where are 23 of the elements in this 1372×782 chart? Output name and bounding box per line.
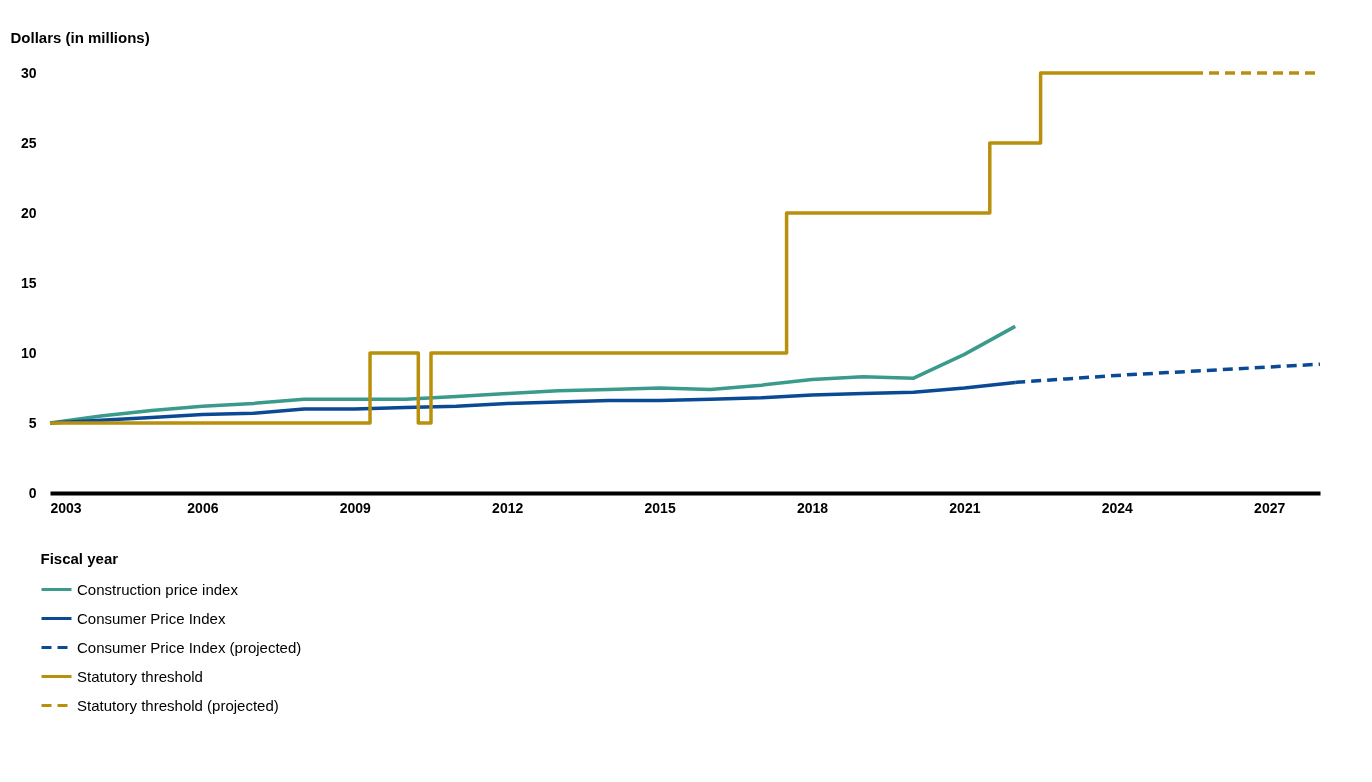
legend-label: Statutory threshold (projected): [77, 696, 279, 714]
x-tick-label: 2009: [339, 499, 372, 516]
y-tick-label: 5: [28, 414, 37, 431]
x-tick-label: 2027: [1254, 499, 1286, 516]
x-tick-label: 2018: [796, 499, 829, 516]
x-tick-label: 2024: [1101, 499, 1134, 516]
y-tick-label: 20: [20, 204, 37, 221]
x-tick-label: 2012: [492, 499, 524, 516]
legend-label: Construction price index: [77, 580, 239, 598]
x-tick-label: 2015: [644, 499, 676, 516]
y-tick-label: 0: [28, 484, 37, 501]
y-axis-title: Dollars (in millions): [10, 28, 150, 46]
legend-label: Consumer Price Index: [77, 609, 226, 627]
x-tick-label: 2006: [187, 499, 219, 516]
y-tick-label: 25: [20, 134, 37, 151]
y-tick-label: 30: [20, 64, 37, 81]
x-tick-label: 2021: [949, 499, 981, 516]
x-tick-label: 2003: [50, 499, 82, 516]
legend-label: Statutory threshold: [77, 667, 203, 685]
y-tick-label: 10: [20, 344, 37, 361]
y-tick-label: 15: [20, 274, 37, 291]
legend-label: Consumer Price Index (projected): [77, 638, 302, 656]
x-axis-title: Fiscal year: [40, 549, 119, 567]
